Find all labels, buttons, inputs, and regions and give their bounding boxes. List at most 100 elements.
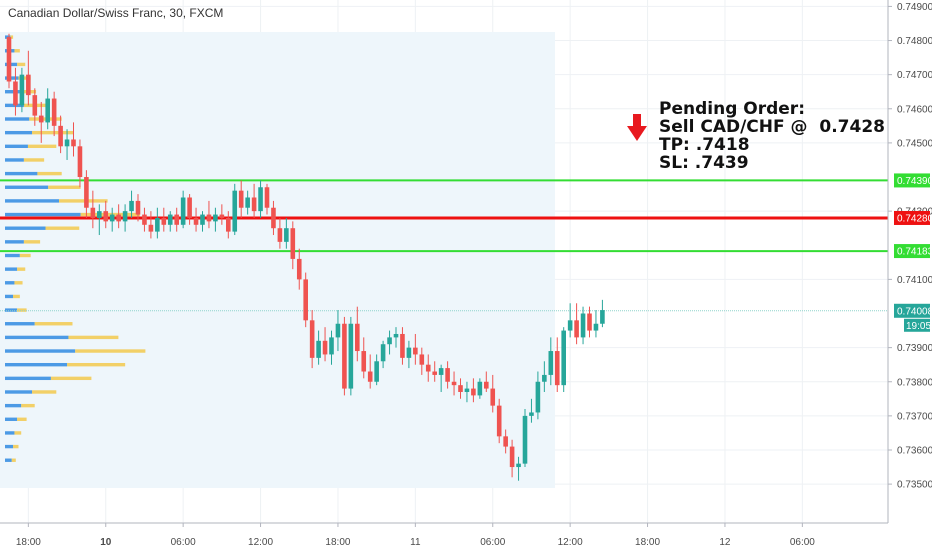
volume-bar-sell — [14, 431, 22, 435]
volume-bar-buy — [5, 362, 68, 367]
candle-body — [219, 214, 225, 218]
volume-bar-buy — [5, 417, 18, 421]
volume-bar-buy — [5, 349, 76, 353]
candle-body — [6, 37, 12, 82]
candle-body — [374, 361, 379, 382]
candle-body — [445, 368, 450, 382]
candle-body — [51, 98, 57, 126]
candle — [348, 316, 354, 396]
volume-bar-buy — [5, 253, 20, 258]
candle — [213, 207, 218, 232]
volume-bar-sell — [75, 349, 146, 353]
volume-bar-sell — [23, 158, 45, 162]
time-tick-label: 10 — [100, 537, 112, 548]
candle — [187, 194, 192, 225]
candle — [329, 330, 334, 365]
candle — [387, 330, 392, 355]
volume-bar-buy — [5, 158, 24, 162]
candle-body — [529, 412, 534, 416]
volume-bar-sell — [59, 199, 108, 203]
order-line-sl: SL: .7439 — [659, 153, 749, 173]
candle — [548, 337, 554, 386]
volume-bar-sell — [17, 267, 26, 271]
candle — [406, 340, 412, 369]
candle — [219, 204, 225, 225]
volume-bar-buy — [5, 458, 12, 462]
candle-body — [503, 436, 508, 447]
candle — [38, 101, 44, 143]
candle-body — [400, 333, 405, 358]
candle — [271, 200, 276, 236]
volume-bar-sell — [17, 417, 27, 421]
volume-bar-buy — [5, 199, 59, 203]
candle-body — [103, 211, 109, 222]
volume-bar-sell — [10, 35, 14, 39]
candle-body — [542, 374, 547, 382]
candle-body — [180, 197, 186, 225]
candle-body — [322, 340, 328, 355]
candle — [374, 354, 379, 386]
candle — [438, 364, 444, 392]
candle — [206, 200, 212, 229]
candle — [529, 398, 534, 423]
volume-bar-buy — [5, 144, 28, 149]
candle-body — [58, 125, 63, 147]
level-tag-label: 0.74183 — [897, 247, 932, 258]
candle-body — [419, 354, 425, 365]
candle — [458, 378, 463, 399]
volume-bar-buy — [5, 376, 51, 381]
candle-body — [174, 214, 179, 225]
candle — [200, 211, 205, 232]
volume-bar-sell — [17, 308, 27, 312]
volume-bar-buy — [5, 185, 49, 189]
candlestick-series — [6, 33, 605, 481]
candle — [574, 303, 579, 345]
candle — [155, 207, 160, 239]
candle — [174, 207, 179, 232]
candle-body — [226, 217, 231, 232]
volume-bar-sell — [21, 403, 35, 408]
volume-bar-sell — [45, 226, 80, 230]
candle — [535, 371, 541, 420]
candle-body — [451, 381, 457, 386]
candle — [451, 371, 457, 396]
candle-body — [484, 381, 489, 389]
volume-bar-sell — [27, 144, 57, 149]
time-axis: 18:00 10 06:00 12:00 18:00 11 06:00 12:00 18:00 1… — [0, 522, 888, 550]
volume-bar-buy — [5, 90, 20, 94]
time-tick-label: 12:00 — [248, 537, 273, 548]
candle — [522, 409, 528, 468]
candle-body — [19, 74, 25, 106]
candle — [167, 211, 173, 232]
candle-body — [232, 190, 238, 232]
candle — [490, 374, 496, 413]
candle-body — [109, 214, 115, 222]
candle-body — [26, 74, 31, 96]
candle-body — [548, 351, 554, 375]
volume-bar-sell — [50, 376, 92, 381]
candle — [516, 456, 521, 481]
candle — [554, 337, 560, 392]
candle — [503, 429, 508, 454]
candle-body — [600, 310, 605, 324]
time-tick-label: 18:00 — [16, 537, 41, 548]
candle-body — [490, 388, 496, 406]
volume-profile-range — [0, 32, 555, 488]
candle — [587, 306, 592, 338]
candle — [425, 354, 431, 382]
price-tick-label: 0.74900 — [897, 2, 932, 13]
candle-body — [380, 344, 386, 362]
volume-bar-buy — [5, 308, 18, 312]
candle — [413, 333, 418, 365]
price-tick-label: 0.74700 — [897, 70, 932, 81]
volume-bar-sell — [17, 62, 26, 67]
candle — [122, 204, 128, 232]
candle-body — [251, 197, 257, 212]
candle-body — [554, 351, 560, 386]
candle-body — [213, 214, 218, 222]
candle-body — [574, 320, 579, 338]
candle-body — [122, 211, 128, 222]
candle — [477, 378, 483, 399]
candle — [322, 327, 328, 362]
